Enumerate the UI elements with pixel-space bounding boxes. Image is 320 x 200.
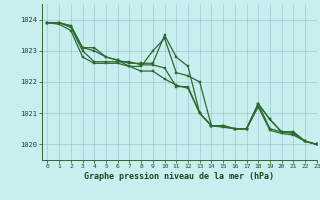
X-axis label: Graphe pression niveau de la mer (hPa): Graphe pression niveau de la mer (hPa) [84, 172, 274, 181]
